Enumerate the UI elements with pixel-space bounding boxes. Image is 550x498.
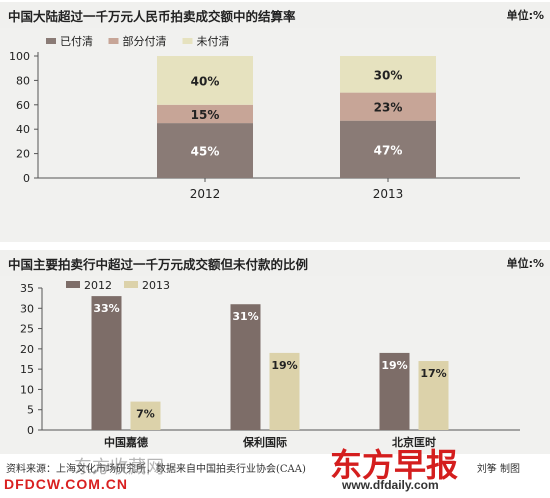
chart1-title-bar: 中国大陆超过一千万元人民币拍卖成交额中的结算率 单位:% — [0, 2, 550, 28]
chart1-legend-label: 未付清 — [197, 35, 230, 48]
chart2-svg: 0 5 10 15 20 25 30 35 2012 2013 33% 7% 中国嘉德 31% 19% 保利国… — [20, 279, 520, 449]
chart1-unit: 单位:% — [506, 9, 544, 22]
chart2-data-label: 19% — [271, 359, 297, 372]
chart1-panel: 0 20 40 60 80 100 已付清 部分付清 未付清 45% 15% 40% 2012 47% 23… — [0, 28, 550, 242]
chart2-y-tick-label: 25 — [20, 323, 34, 336]
chart1-y-tick-label: 100 — [9, 50, 30, 63]
chart2-y-tick-label: 35 — [20, 282, 34, 295]
chart1-bar-segment — [157, 123, 253, 178]
chart2-x-tick-label: 中国嘉德 — [104, 435, 148, 449]
chart1-legend-label: 部分付清 — [123, 34, 167, 48]
chart1-svg: 0 20 40 60 80 100 已付清 部分付清 未付清 45% 15% 40% 2012 47% 23… — [9, 34, 520, 201]
watermark-site-domain: DFDCW.COM.CN — [4, 476, 128, 492]
chart2-x-tick-label: 北京匡时 — [392, 435, 436, 449]
chart1-data-label: 47% — [374, 143, 403, 157]
chart1-legend-swatch — [182, 38, 193, 44]
chart1-data-label: 15% — [191, 108, 220, 122]
chart2-bar — [230, 304, 261, 430]
chart2-legend-label: 2013 — [142, 279, 170, 292]
chart2-panel: 0 5 10 15 20 25 30 35 2012 2013 33% 7% 中国嘉德 31% 19% 保利国… — [0, 276, 550, 454]
chart2-title: 中国主要拍卖行中超过一千万元成交额但未付款的比例 — [8, 257, 309, 272]
chart1-y-tick-label: 80 — [16, 74, 30, 87]
chart2-y-tick-label: 5 — [27, 404, 34, 417]
chart2-data-label: 33% — [93, 302, 119, 315]
chart1-y-tick-label: 40 — [16, 123, 30, 136]
chart1-data-label: 45% — [191, 145, 220, 159]
watermark-site-cn: 东方收藏网 — [74, 457, 164, 478]
chart1-bar-segment — [157, 56, 253, 105]
chart2-bar — [418, 361, 449, 430]
chart2-y-tick-label: 30 — [20, 302, 34, 315]
chart2-x-tick-label: 保利国际 — [242, 435, 287, 449]
chart2-data-label: 31% — [232, 310, 258, 323]
chart1-legend-label: 已付清 — [60, 35, 93, 48]
watermark-paper-logo: 东方早报 — [330, 446, 459, 484]
chart2-bar — [269, 352, 300, 430]
chart1-y-tick-label: 20 — [16, 148, 30, 161]
chart2-data-label: 7% — [136, 408, 155, 421]
chart1-x-tick-label: 2013 — [373, 187, 404, 201]
chart1-legend-swatch — [46, 38, 56, 44]
chart2-title-bar: 中国主要拍卖行中超过一千万元成交额但未付款的比例 单位:% — [0, 250, 550, 276]
chart1-data-label: 30% — [374, 68, 403, 82]
chart1-bar-segment — [340, 56, 436, 93]
chart2-data-label: 19% — [381, 359, 407, 372]
chart2-legend-label: 2012 — [84, 279, 112, 292]
chart1-legend-swatch — [108, 38, 119, 44]
chart2-y-tick-label: 20 — [20, 343, 34, 356]
chart2-bar — [130, 401, 161, 430]
chart1-y-tick-label: 60 — [16, 99, 30, 112]
chart2-y-tick-label: 10 — [20, 383, 34, 396]
chart2-legend-swatch — [66, 281, 80, 288]
chart2-y-tick-label: 15 — [20, 363, 34, 376]
source-note: 资料来源：上海文化市场研究所，数据来自中国拍卖行业协会(CAA) — [6, 464, 306, 475]
chart1-data-label: 23% — [374, 101, 403, 115]
chart1-bar-segment — [157, 104, 253, 124]
chart2-bar — [379, 352, 410, 430]
chart2-y-tick-label: 0 — [27, 424, 34, 437]
chart1-y-tick-label: 0 — [23, 172, 30, 185]
author-credit: 刘筝 制图 — [476, 464, 520, 475]
chart1-title: 中国大陆超过一千万元人民币拍卖成交额中的结算率 — [8, 9, 296, 24]
watermark-paper-domain: www.dfdaily.com — [342, 478, 439, 492]
chart2-data-label: 17% — [420, 367, 446, 380]
chart2-unit: 单位:% — [506, 257, 544, 270]
chart1-bar-segment — [340, 120, 436, 178]
chart1-data-label: 40% — [191, 74, 220, 88]
chart2-legend-swatch — [124, 281, 138, 288]
chart1-x-tick-label: 2012 — [190, 187, 221, 201]
chart1-bar-segment — [340, 92, 436, 121]
chart2-bar — [91, 296, 122, 430]
